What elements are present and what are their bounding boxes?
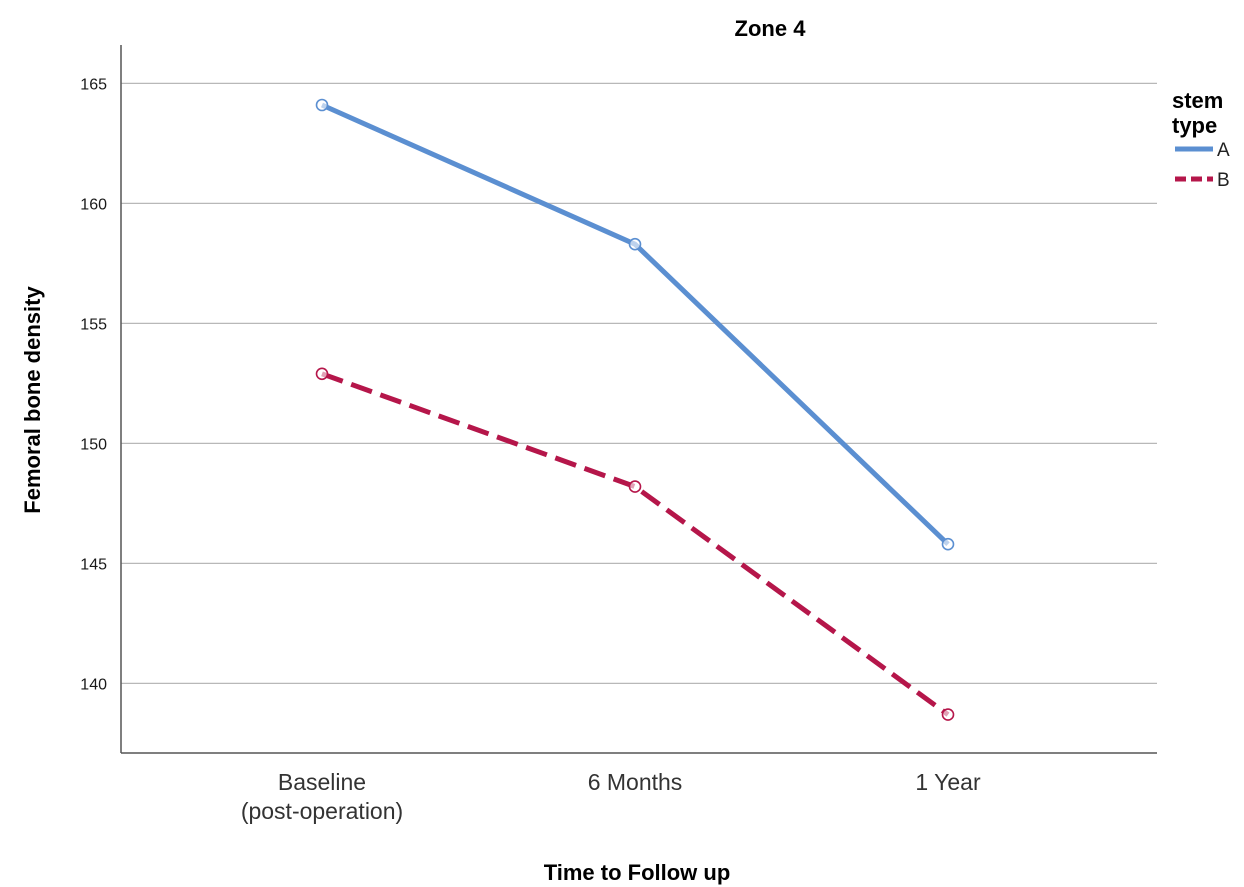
legend: stem type AB [1172,88,1230,191]
legend-item-B: B [1175,170,1230,191]
data-point-A [628,237,642,251]
x-axis-label: Time to Follow up [544,860,731,885]
data-point-A [315,98,329,112]
y-tick-labels: 140 145 150 155 160 165 [80,76,107,693]
gridlines [121,82,1157,685]
series-layer [315,98,955,721]
x-category-label: 1 Year [915,769,981,795]
y-tick-label: 145 [80,556,107,573]
x-category-labels: Baseline (post-operation) 6 Months 1 Year [241,769,981,824]
y-tick-label: 165 [80,76,107,93]
legend-items: AB [1175,140,1230,191]
y-tick-label: 160 [80,196,107,213]
series-line-A [320,102,950,547]
legend-item-A: A [1175,140,1230,161]
chart-title: Zone 4 [735,16,807,41]
data-point-B [941,708,955,721]
series-line-B [321,371,950,717]
series-A [315,98,955,551]
y-tick-label: 150 [80,436,107,453]
x-category-label: 6 Months [588,769,683,795]
data-point-B [315,367,329,381]
legend-title-line-2: type [1172,113,1217,138]
legend-label: A [1217,140,1230,161]
y-tick-label: 140 [80,676,107,693]
series-B [315,367,955,721]
x-category-label: (post-operation) [241,798,403,824]
data-point-B [628,480,642,493]
legend-label: B [1217,170,1230,191]
data-point-A [941,537,955,551]
legend-title-line-1: stem [1172,88,1223,113]
x-category-label: Baseline [278,769,366,795]
y-axis-label: Femoral bone density [20,286,45,514]
y-tick-label: 155 [80,316,107,333]
